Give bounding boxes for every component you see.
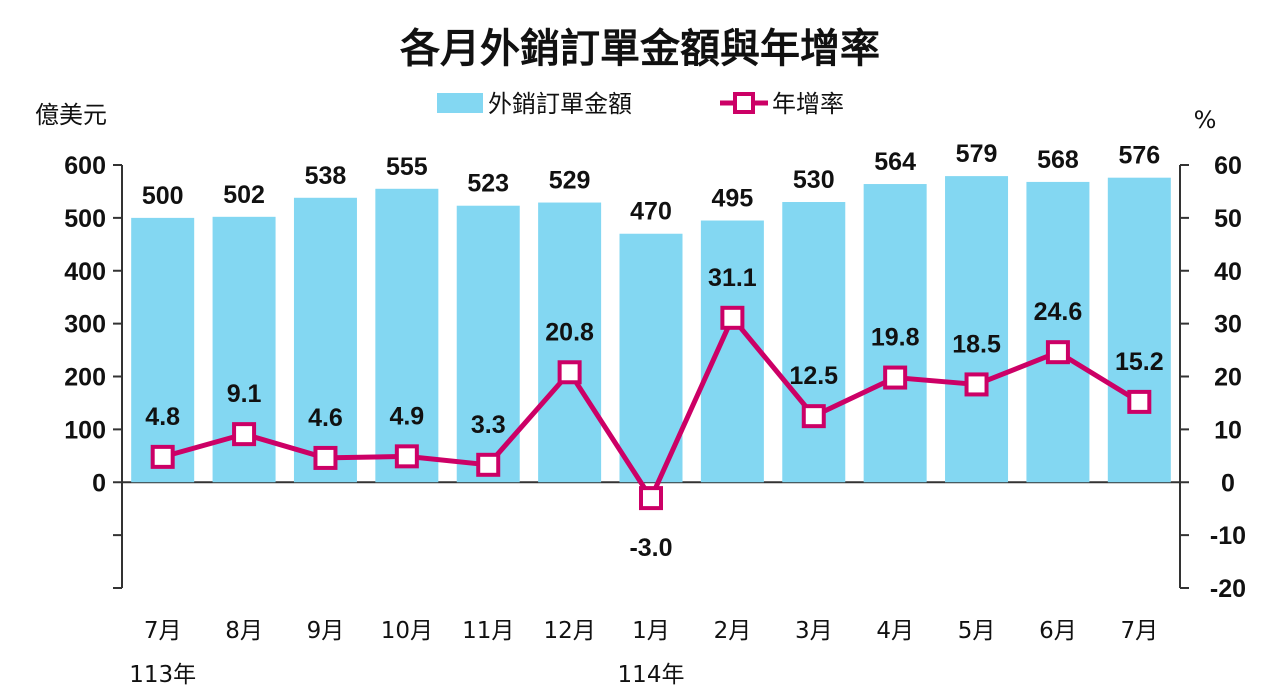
- category-label: 4月: [876, 618, 914, 644]
- bar-value-label: 576: [1118, 142, 1160, 170]
- growth-value-label: 31.1: [708, 264, 757, 292]
- growth-value-label: 20.8: [545, 318, 594, 346]
- bar-value-label: 529: [549, 167, 591, 195]
- right-tick-label: 10: [1214, 416, 1242, 444]
- category-label: 5月: [958, 618, 996, 644]
- growth-value-label: 19.8: [871, 324, 920, 352]
- bar-value-label: 502: [223, 181, 265, 209]
- category-label: 7月: [144, 618, 182, 644]
- bar: [1026, 181, 1090, 483]
- year-label: 114年: [618, 662, 685, 688]
- category-label: 7月: [1120, 618, 1158, 644]
- line-series: [150, 305, 1152, 511]
- legend: 外銷訂單金額 年增率: [437, 90, 844, 118]
- bar-value-label: 564: [874, 148, 916, 176]
- growth-value-label: -3.0: [629, 534, 672, 562]
- growth-point: [1127, 389, 1152, 414]
- growth-point: [476, 452, 501, 477]
- right-tick-label: 30: [1214, 311, 1242, 339]
- bar: [945, 176, 1009, 483]
- category-label: 2月: [714, 618, 752, 644]
- category-label: 1月: [632, 618, 670, 644]
- growth-point: [394, 444, 419, 469]
- growth-point: [1045, 340, 1070, 365]
- growth-point: [720, 305, 745, 330]
- growth-value-label: 24.6: [1034, 298, 1083, 326]
- category-label: 11月: [462, 618, 514, 644]
- right-tick-label: 60: [1214, 152, 1242, 180]
- chart-title: 各月外銷訂單金額與年增率: [400, 25, 880, 72]
- right-tick-label: 40: [1214, 258, 1242, 286]
- growth-point: [883, 365, 908, 390]
- category-label: 6月: [1039, 618, 1077, 644]
- bar: [700, 220, 764, 483]
- bar-value-label: 579: [956, 140, 998, 168]
- bar: [619, 233, 683, 483]
- growth-value-label: 4.9: [389, 402, 424, 430]
- data-labels: 500 502 538 555 523 529 470 495 530 564 579 568 576 4…: [142, 140, 1164, 562]
- growth-point: [313, 445, 338, 470]
- bar: [1107, 177, 1171, 483]
- right-tick-label: -10: [1210, 522, 1246, 550]
- left-tick-label: 200: [64, 364, 106, 392]
- category-labels: 7月 8月 9月 10月 11月 12月 1月 2月 3月 4月 5月 6月 7月 113年 114年: [129, 618, 1158, 688]
- bar-value-label: 530: [793, 166, 835, 194]
- bar-value-label: 538: [305, 162, 347, 190]
- bar: [538, 202, 602, 483]
- bar-value-label: 555: [386, 153, 428, 181]
- left-tick-label: 400: [64, 258, 106, 286]
- bar: [456, 205, 520, 483]
- bar: [863, 184, 927, 483]
- left-tick-label: 300: [64, 311, 106, 339]
- growth-value-label: 18.5: [952, 330, 1001, 358]
- legend-bar-swatch: [437, 93, 483, 113]
- bar: [375, 188, 439, 483]
- right-tick-label: 0: [1221, 469, 1235, 497]
- growth-value-label: 9.1: [227, 380, 262, 408]
- right-tick-label: 20: [1214, 364, 1242, 392]
- bar-value-label: 500: [142, 182, 184, 210]
- left-tick-label: 600: [64, 152, 106, 180]
- bar: [782, 202, 846, 483]
- bar-value-label: 568: [1037, 146, 1079, 174]
- growth-point: [639, 486, 663, 511]
- bar-value-label: 495: [712, 185, 754, 213]
- left-tick-label: 0: [92, 469, 106, 497]
- growth-point: [801, 404, 826, 429]
- bar-series: [131, 176, 1171, 483]
- category-label: 3月: [795, 618, 833, 644]
- right-tick-label: -20: [1210, 575, 1246, 603]
- legend-bar-label: 外銷訂單金額: [488, 90, 632, 118]
- right-axis-unit: %: [1194, 106, 1217, 134]
- growth-value-label: 4.6: [308, 404, 343, 432]
- category-label: 9月: [307, 618, 345, 644]
- bar-value-label: 523: [467, 170, 509, 198]
- left-tick-label: 500: [64, 205, 106, 233]
- category-label: 8月: [225, 618, 263, 644]
- growth-point: [557, 360, 582, 385]
- right-tick-label: 50: [1214, 205, 1242, 233]
- growth-value-label: 12.5: [789, 362, 838, 390]
- growth-value-label: 4.8: [145, 403, 180, 431]
- growth-value-label: 3.3: [471, 411, 506, 439]
- left-axis-unit: 億美元: [35, 101, 107, 129]
- growth-point: [964, 372, 989, 397]
- year-label: 113年: [129, 662, 196, 688]
- legend-line-marker: [733, 92, 755, 114]
- growth-value-label: 15.2: [1115, 348, 1164, 376]
- legend-line-label: 年增率: [772, 90, 844, 118]
- bar-value-label: 470: [630, 198, 672, 226]
- growth-point: [150, 444, 175, 469]
- category-label: 12月: [543, 618, 595, 644]
- bar: [131, 217, 195, 483]
- left-tick-label: 100: [64, 416, 106, 444]
- growth-point: [232, 422, 257, 447]
- category-label: 10月: [381, 618, 433, 644]
- bar: [293, 197, 357, 483]
